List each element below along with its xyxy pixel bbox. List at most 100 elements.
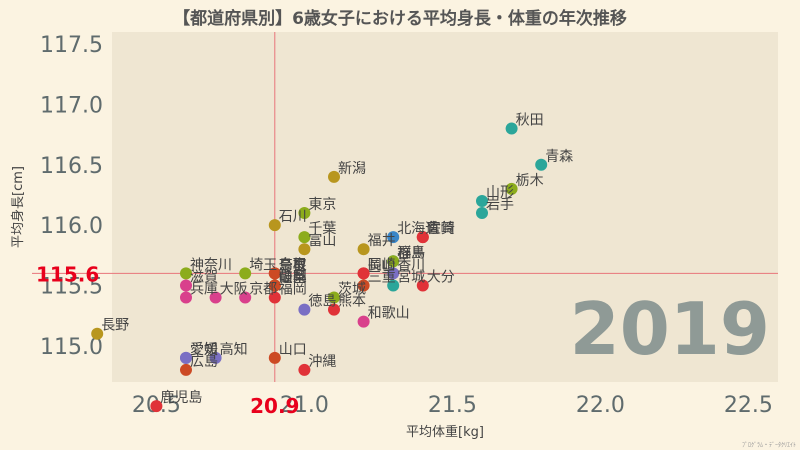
data-point [298, 231, 311, 244]
point-label: 茨城 [338, 282, 366, 298]
plot-area [112, 32, 778, 382]
data-point [268, 291, 281, 304]
data-point [505, 182, 518, 195]
point-label: 広島 [190, 354, 218, 370]
point-label: 東京 [308, 197, 336, 213]
y-tick-label: 115.0 [40, 335, 103, 360]
data-point [180, 291, 192, 304]
point-label: 岐阜 [279, 268, 307, 285]
data-point [387, 231, 400, 244]
data-point [150, 400, 163, 413]
x-tick-label: 21.5 [428, 393, 477, 418]
point-label: 石川 [279, 209, 307, 225]
data-point [298, 303, 311, 316]
data-point [298, 363, 311, 376]
x-tick-label: 22.0 [576, 393, 625, 418]
point-label: 愛媛 [190, 342, 218, 358]
point-label: 岩手 [486, 197, 514, 213]
credit-text: ﾌﾟﾛｸﾞﾗﾑ・ﾃﾞｰﾀｸﾘｴｲﾄ [742, 442, 796, 449]
point-label: 宮城 [397, 269, 425, 285]
mean-height-label: 115.6 [36, 262, 99, 286]
y-tick-label: 117.0 [40, 93, 103, 118]
point-label: 静岡 [279, 269, 307, 285]
data-point [268, 267, 281, 280]
data-point [180, 279, 192, 292]
data-point [476, 194, 488, 207]
point-label: 山梨 [279, 269, 307, 285]
data-point [387, 267, 400, 280]
point-label: 栃木 [516, 173, 544, 189]
point-label: 島根 [279, 257, 307, 273]
data-point [239, 267, 252, 280]
data-point [357, 279, 370, 292]
x-axis-title: 平均体重[kg] [406, 424, 484, 440]
data-point [180, 267, 192, 280]
y-tick-label: 117.5 [40, 33, 103, 58]
data-point [268, 351, 281, 364]
data-point [535, 158, 548, 171]
data-point [357, 267, 370, 280]
data-point [268, 219, 281, 232]
data-point [209, 291, 222, 304]
point-label: 福島 [397, 245, 425, 261]
y-tick-label: 116.0 [40, 214, 103, 239]
data-point [298, 207, 311, 220]
point-label: 香川 [397, 257, 425, 273]
point-label: 滋賀 [190, 269, 218, 285]
year-watermark: 2019 [570, 287, 770, 371]
point-label: 大分 [427, 269, 455, 285]
data-point [476, 207, 488, 220]
data-point [268, 279, 281, 292]
point-label: 青森 [545, 149, 573, 165]
data-point [357, 243, 370, 256]
point-label: 熊本 [338, 294, 366, 310]
point-label: 高知 [220, 341, 248, 358]
point-label: 和歌山 [368, 306, 410, 322]
chart-title: 【都道府県別】6歳女子における平均身長・体重の年次推移 [173, 9, 627, 29]
point-label: 福井 [368, 233, 396, 249]
mean-lines [32, 32, 778, 382]
mean-weight-label: 20.9 [250, 394, 299, 418]
data-point [357, 315, 370, 328]
axis-ticks: 20.521.021.522.022.5115.0115.5116.0116.5… [40, 33, 773, 418]
data-point [505, 122, 518, 135]
point-label: 徳島 [308, 294, 336, 310]
data-point [416, 279, 429, 292]
point-label: 鹿児島 [160, 389, 202, 406]
data-point [328, 303, 340, 316]
data-point [387, 255, 400, 268]
point-label: 新潟 [338, 161, 366, 177]
point-label: 山口 [279, 342, 307, 358]
data-point [328, 170, 340, 183]
data-points [91, 122, 548, 413]
point-label: 北海道 [397, 221, 439, 237]
data-point [387, 279, 400, 292]
y-axis-title: 平均身長[cm] [10, 166, 26, 248]
point-label: 宮崎 [427, 221, 455, 237]
data-point [209, 351, 222, 364]
data-point [298, 243, 311, 256]
point-label: 三重 [368, 269, 396, 285]
point-label: 岡山 [368, 257, 396, 273]
point-label: 群馬 [397, 245, 425, 261]
x-tick-label: 22.5 [724, 393, 773, 418]
point-label: 山形 [486, 185, 514, 201]
data-point [416, 231, 429, 244]
data-point [180, 363, 192, 376]
point-label: 長野 [101, 318, 129, 334]
point-label: 埼玉 [249, 257, 277, 273]
point-label: 奈良 [279, 257, 307, 273]
point-label: 京都 [249, 282, 277, 298]
point-label: 長崎 [368, 257, 396, 273]
point-label: 神奈川 [190, 257, 232, 273]
point-label: 秋田 [516, 113, 544, 129]
point-label: 佐賀 [427, 221, 455, 237]
point-label: 鳥取 [279, 257, 307, 273]
point-label: 兵庫 [190, 281, 218, 298]
data-point [180, 351, 192, 364]
y-tick-label: 116.5 [40, 154, 103, 179]
point-label: 福岡 [279, 282, 307, 298]
x-tick-label: 21.0 [280, 393, 329, 418]
